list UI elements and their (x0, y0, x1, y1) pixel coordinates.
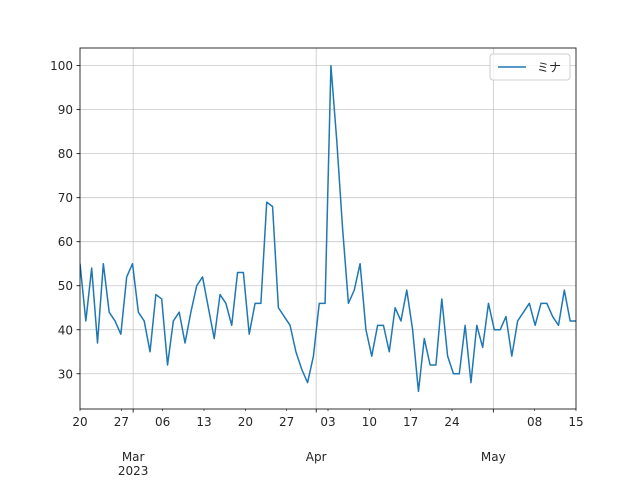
x-major-tick-label: May (481, 450, 506, 464)
y-tick-label: 40 (58, 323, 73, 337)
y-tick-label: 50 (58, 279, 73, 293)
x-minor-tick-label: 24 (444, 415, 459, 429)
y-tick-label: 80 (58, 147, 73, 161)
legend-box (489, 53, 571, 81)
y-tick-label: 90 (58, 103, 73, 117)
x-major-tick-label: Apr (306, 450, 327, 464)
x-minor-tick-label: 20 (72, 415, 87, 429)
series-layer (80, 64, 576, 393)
series-line (80, 64, 576, 393)
y-tick-label: 60 (58, 235, 73, 249)
x-major-tick-label: Mar (122, 450, 145, 464)
legend: ミナ (489, 53, 571, 81)
x-minor-tick-label: 27 (114, 415, 129, 429)
y-tick-label: 30 (58, 367, 73, 381)
x-minor-tick-label: 06 (155, 415, 170, 429)
x-minor-tick-label: 27 (279, 415, 294, 429)
y-axis: 30 40 50 60 70 80 90 100 (50, 59, 80, 381)
x-minor-tick-label: 13 (196, 415, 211, 429)
x-minor-tick-label: 08 (527, 415, 542, 429)
x-major-tick-sublabel: 2023 (118, 464, 149, 478)
plot-frame (79, 47, 577, 410)
grid-lines (80, 48, 576, 409)
legend-label: ミナ (537, 61, 561, 75)
x-minor-tick-label: 20 (238, 415, 253, 429)
x-minor-tick-label: 10 (362, 415, 377, 429)
y-tick-label: 70 (58, 191, 73, 205)
y-tick-label: 100 (50, 59, 73, 73)
x-minor-tick-label: 03 (320, 415, 335, 429)
x-minor-tick-label: 17 (403, 415, 418, 429)
x-minor-tick-label: 15 (568, 415, 583, 429)
